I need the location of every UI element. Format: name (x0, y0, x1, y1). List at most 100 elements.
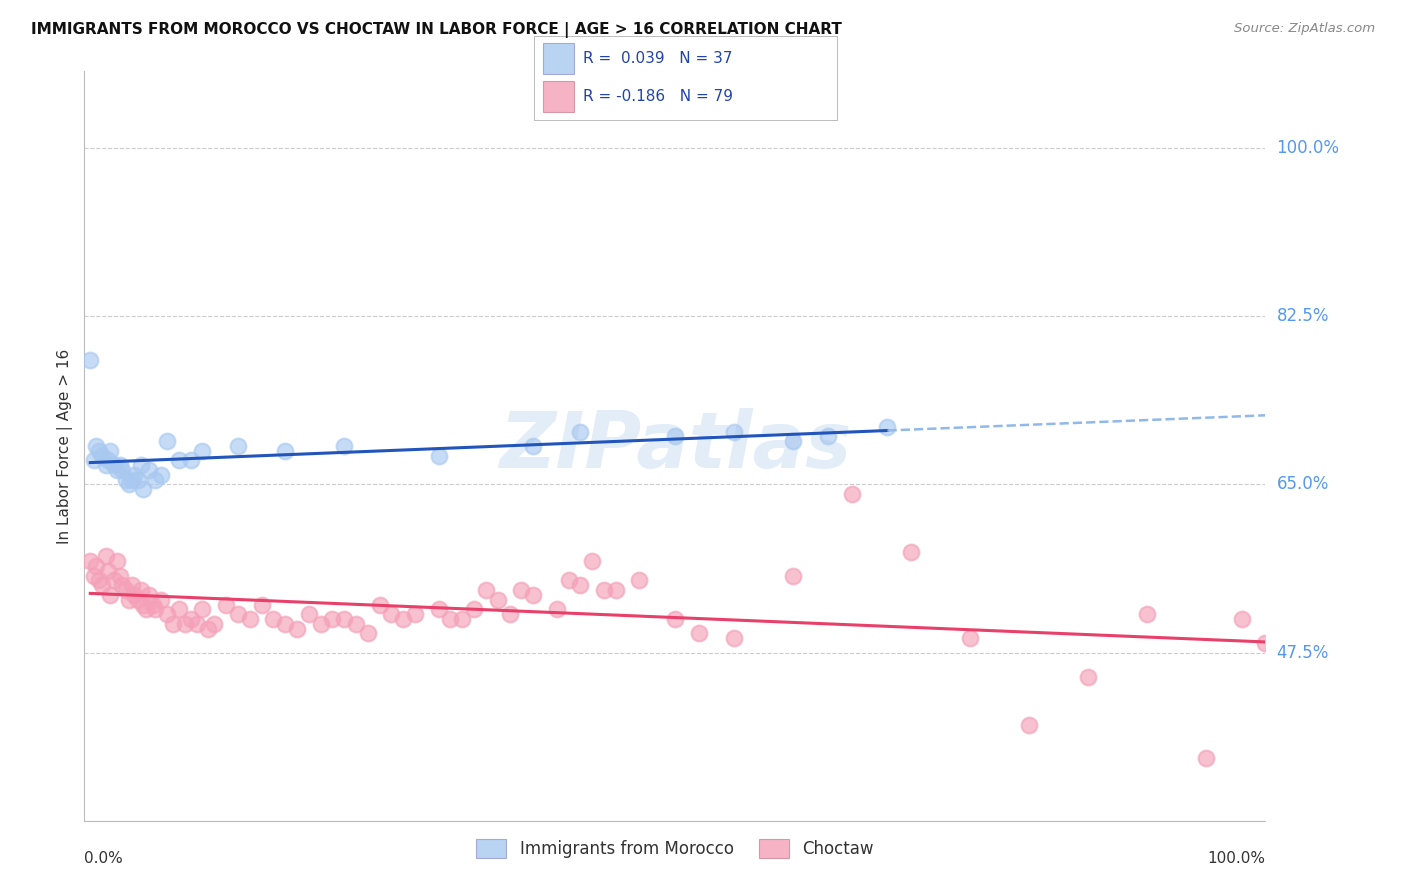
Point (357, 626, 380, 640)
Point (84, 439, 107, 453)
Point (380, 607, 402, 621)
Point (368, 598, 391, 612)
Text: 100.0%: 100.0% (1277, 139, 1340, 157)
Point (782, 434, 804, 449)
Point (143, 473, 166, 487)
Point (91, 449, 114, 463)
Point (132, 482, 155, 496)
Point (581, 554, 603, 568)
Point (605, 583, 627, 598)
Point (118, 477, 141, 491)
Point (122, 467, 145, 482)
Point (309, 616, 332, 631)
Point (98, 443, 121, 458)
Text: Source: ZipAtlas.com: Source: ZipAtlas.com (1234, 22, 1375, 36)
FancyBboxPatch shape (543, 81, 574, 112)
Point (1136, 607, 1159, 621)
Point (593, 583, 616, 598)
Point (138, 463, 160, 477)
Point (215, 598, 238, 612)
Text: IMMIGRANTS FROM MOROCCO VS CHOCTAW IN LABOR FORCE | AGE > 16 CORRELATION CHART: IMMIGRANTS FROM MOROCCO VS CHOCTAW IN LA… (31, 22, 842, 38)
Point (876, 419, 898, 434)
Point (226, 439, 249, 453)
Point (197, 622, 219, 636)
Point (226, 607, 249, 621)
Point (79, 554, 101, 568)
Point (107, 463, 129, 477)
Point (98, 588, 121, 602)
Point (103, 574, 125, 588)
Point (129, 583, 152, 598)
Point (97, 564, 120, 578)
Point (463, 602, 485, 616)
Point (664, 429, 686, 443)
Point (959, 631, 981, 645)
Point (427, 449, 450, 463)
Point (87, 443, 110, 458)
Point (108, 458, 131, 473)
Point (167, 453, 190, 467)
Point (180, 612, 202, 626)
Point (79, 352, 101, 367)
Point (451, 612, 474, 626)
Text: R =  0.039   N = 37: R = 0.039 N = 37 (582, 51, 733, 66)
Point (83, 453, 105, 467)
Point (557, 574, 579, 588)
Point (83, 568, 105, 582)
Point (841, 487, 863, 501)
Text: 47.5%: 47.5% (1277, 643, 1329, 662)
Point (94, 549, 117, 564)
FancyBboxPatch shape (543, 44, 574, 74)
Text: 0.0%: 0.0% (84, 851, 124, 866)
Point (900, 544, 922, 558)
Text: ZIPatlas: ZIPatlas (499, 408, 851, 484)
Point (333, 612, 356, 626)
Point (121, 578, 143, 592)
Point (121, 473, 143, 487)
Point (191, 602, 214, 616)
Point (103, 458, 125, 473)
Point (180, 453, 202, 467)
Point (1077, 669, 1099, 683)
Point (664, 612, 686, 626)
Point (404, 607, 426, 621)
Point (333, 439, 356, 453)
Point (498, 607, 520, 621)
Point (817, 429, 839, 443)
Point (546, 602, 568, 616)
Point (569, 425, 592, 439)
Point (127, 592, 149, 607)
Point (111, 578, 134, 592)
Point (723, 425, 745, 439)
Point (439, 612, 461, 626)
Point (486, 592, 509, 607)
Point (150, 467, 173, 482)
Point (782, 568, 804, 582)
Text: R = -0.186   N = 79: R = -0.186 N = 79 (582, 89, 733, 104)
Point (392, 612, 415, 626)
Point (191, 443, 214, 458)
Point (1195, 751, 1218, 765)
Point (321, 612, 343, 626)
Point (84, 559, 107, 574)
Point (723, 631, 745, 645)
Point (143, 602, 166, 616)
Point (135, 602, 157, 616)
Point (87, 574, 110, 588)
Point (97, 453, 120, 467)
Point (108, 568, 131, 582)
Point (1254, 636, 1277, 650)
Point (122, 588, 145, 602)
Point (202, 616, 225, 631)
Point (173, 616, 195, 631)
Point (475, 583, 498, 598)
Point (569, 578, 592, 592)
Point (138, 588, 160, 602)
Text: 100.0%: 100.0% (1208, 851, 1265, 866)
Point (522, 588, 544, 602)
Point (298, 607, 321, 621)
Point (132, 598, 155, 612)
Text: 82.5%: 82.5% (1277, 308, 1329, 326)
Point (156, 607, 179, 621)
Point (628, 574, 651, 588)
